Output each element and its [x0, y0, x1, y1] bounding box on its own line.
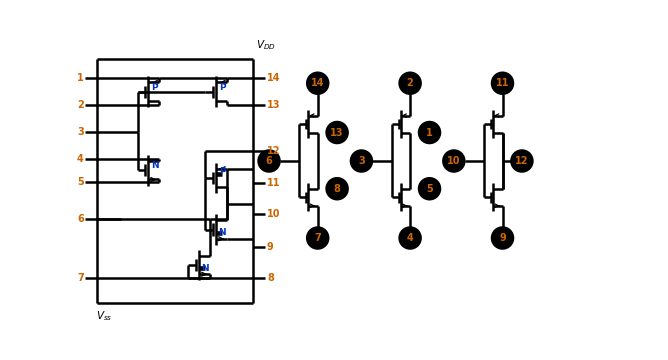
Circle shape — [327, 122, 348, 143]
Text: P: P — [219, 82, 226, 91]
Text: P: P — [151, 82, 158, 91]
Text: 1: 1 — [426, 127, 433, 138]
Text: P: P — [219, 167, 226, 176]
Circle shape — [443, 150, 465, 172]
Text: 9: 9 — [267, 242, 274, 252]
Text: 2: 2 — [407, 78, 413, 88]
Circle shape — [492, 72, 513, 94]
Circle shape — [511, 150, 532, 172]
Text: 14: 14 — [267, 73, 281, 83]
Text: 14: 14 — [311, 78, 325, 88]
Text: 13: 13 — [267, 100, 281, 110]
Text: 6: 6 — [77, 214, 84, 224]
Circle shape — [419, 122, 440, 143]
Text: $V_{ss}$: $V_{ss}$ — [96, 310, 112, 323]
Text: 5: 5 — [426, 184, 433, 194]
Text: N: N — [202, 264, 209, 273]
Circle shape — [307, 227, 329, 249]
Text: 10: 10 — [447, 156, 461, 166]
Text: $V_{DD}$: $V_{DD}$ — [256, 39, 276, 53]
Text: 11: 11 — [496, 78, 509, 88]
Text: 7: 7 — [77, 273, 84, 283]
Text: 4: 4 — [77, 154, 84, 164]
Text: 2: 2 — [77, 100, 84, 110]
Circle shape — [307, 72, 329, 94]
Text: 1: 1 — [77, 73, 84, 83]
Text: 7: 7 — [315, 233, 321, 243]
Text: 3: 3 — [358, 156, 365, 166]
Circle shape — [492, 227, 513, 249]
Text: 13: 13 — [331, 127, 344, 138]
Text: 10: 10 — [267, 209, 281, 219]
Text: 9: 9 — [499, 233, 506, 243]
Text: 6: 6 — [266, 156, 273, 166]
Text: 12: 12 — [267, 146, 281, 156]
Text: 11: 11 — [267, 178, 281, 188]
Circle shape — [327, 178, 348, 199]
Text: 8: 8 — [334, 184, 341, 194]
Text: N: N — [151, 161, 158, 170]
Circle shape — [419, 178, 440, 199]
Text: 5: 5 — [77, 177, 84, 187]
Text: 12: 12 — [515, 156, 528, 166]
Text: 4: 4 — [407, 233, 413, 243]
Circle shape — [399, 227, 421, 249]
Circle shape — [399, 72, 421, 94]
Circle shape — [259, 150, 280, 172]
Circle shape — [351, 150, 372, 172]
Text: N: N — [218, 228, 226, 237]
Text: 8: 8 — [267, 273, 274, 283]
Text: 3: 3 — [77, 127, 84, 137]
